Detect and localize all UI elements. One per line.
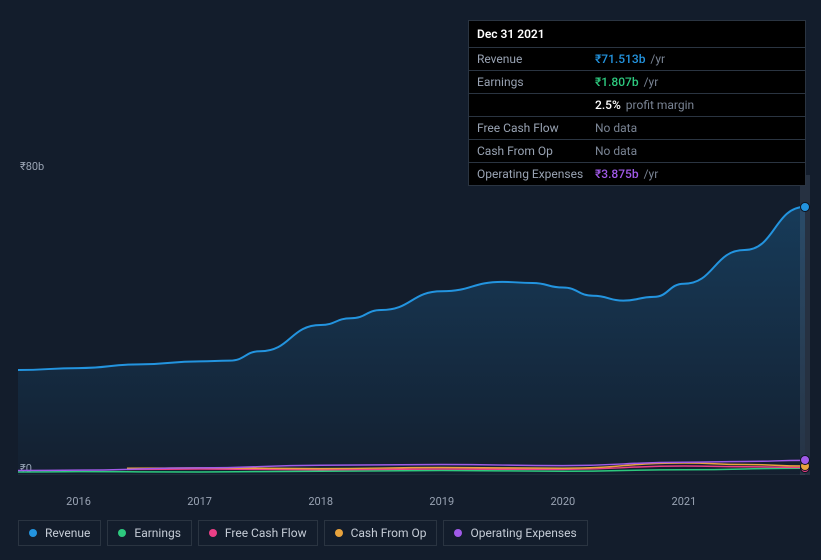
tooltip-row-value: No data: [595, 144, 637, 158]
legend-label: Cash From Op: [351, 526, 427, 540]
legend-item[interactable]: Operating Expenses: [443, 520, 587, 546]
legend-dot-icon: [454, 529, 462, 537]
x-axis-label: 2017: [187, 495, 212, 508]
chart-tooltip: Dec 31 2021 Revenue₹71.513b /yrEarnings₹…: [468, 20, 806, 186]
tooltip-row-label: Free Cash Flow: [477, 121, 595, 135]
tooltip-row: 2.5% profit margin: [469, 94, 805, 117]
x-axis-label: 2020: [550, 495, 575, 508]
tooltip-row: Revenue₹71.513b /yr: [469, 48, 805, 71]
legend-label: Revenue: [45, 526, 90, 540]
legend-label: Free Cash Flow: [225, 526, 307, 540]
legend-dot-icon: [29, 529, 37, 537]
legend-item[interactable]: Earnings: [107, 520, 192, 546]
tooltip-row: Earnings₹1.807b /yr: [469, 71, 805, 94]
tooltip-row-value: ₹3.875b /yr: [595, 167, 658, 181]
chart-plot-area[interactable]: [18, 175, 805, 475]
y-axis-max: ₹80b: [20, 160, 44, 173]
tooltip-row-value: 2.5% profit margin: [595, 98, 694, 112]
tooltip-row-label: Earnings: [477, 75, 595, 89]
tooltip-row-label: Operating Expenses: [477, 167, 595, 181]
x-axis-label: 2019: [429, 495, 454, 508]
series-end-dot: [800, 202, 810, 212]
tooltip-row-label: Revenue: [477, 52, 595, 66]
tooltip-row-value: ₹1.807b /yr: [595, 75, 658, 89]
x-axis-label: 2021: [672, 495, 697, 508]
tooltip-date: Dec 31 2021: [469, 21, 805, 48]
tooltip-row-label: [477, 98, 595, 112]
tooltip-row-label: Cash From Op: [477, 144, 595, 158]
tooltip-row: Operating Expenses₹3.875b /yr: [469, 163, 805, 185]
tooltip-row-value: ₹71.513b /yr: [595, 52, 665, 66]
legend-item[interactable]: Revenue: [18, 520, 101, 546]
x-axis-label: 2016: [66, 495, 91, 508]
legend-dot-icon: [209, 529, 217, 537]
chart-legend: Revenue Earnings Free Cash Flow Cash From O…: [18, 520, 588, 546]
tooltip-row: Free Cash FlowNo data: [469, 117, 805, 140]
legend-dot-icon: [118, 529, 126, 537]
legend-item[interactable]: Cash From Op: [324, 520, 438, 546]
tooltip-row: Cash From OpNo data: [469, 140, 805, 163]
legend-label: Operating Expenses: [470, 526, 576, 540]
tooltip-row-value: No data: [595, 121, 637, 135]
legend-item[interactable]: Free Cash Flow: [198, 520, 318, 546]
financial-chart: Dec 31 2021 Revenue₹71.513b /yrEarnings₹…: [0, 0, 821, 560]
legend-label: Earnings: [134, 526, 181, 540]
x-axis-label: 2018: [308, 495, 333, 508]
legend-dot-icon: [335, 529, 343, 537]
